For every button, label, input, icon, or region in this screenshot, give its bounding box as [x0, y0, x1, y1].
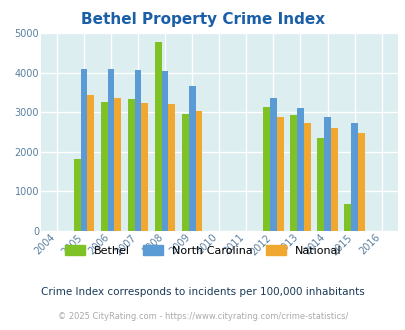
Bar	[303, 123, 310, 231]
Bar	[100, 102, 107, 231]
Bar	[296, 108, 303, 231]
Bar	[80, 69, 87, 231]
Bar	[262, 107, 269, 231]
Bar	[350, 123, 357, 231]
Bar	[128, 99, 134, 231]
Bar	[161, 71, 168, 231]
Text: Crime Index corresponds to incidents per 100,000 inhabitants: Crime Index corresponds to incidents per…	[41, 287, 364, 297]
Bar	[269, 98, 276, 231]
Bar	[330, 128, 337, 231]
Bar	[195, 111, 202, 231]
Bar	[107, 69, 114, 231]
Bar	[357, 133, 364, 231]
Bar	[343, 204, 350, 231]
Bar	[87, 95, 94, 231]
Bar	[134, 70, 141, 231]
Bar	[114, 98, 121, 231]
Bar	[181, 114, 188, 231]
Text: © 2025 CityRating.com - https://www.cityrating.com/crime-statistics/: © 2025 CityRating.com - https://www.city…	[58, 312, 347, 321]
Legend: Bethel, North Carolina, National: Bethel, North Carolina, National	[60, 241, 345, 260]
Bar	[141, 103, 148, 231]
Bar	[317, 138, 323, 231]
Bar	[74, 159, 80, 231]
Bar	[155, 42, 161, 231]
Bar	[290, 115, 296, 231]
Bar	[276, 117, 283, 231]
Bar	[168, 104, 175, 231]
Text: Bethel Property Crime Index: Bethel Property Crime Index	[81, 12, 324, 27]
Bar	[323, 117, 330, 231]
Bar	[188, 86, 195, 231]
